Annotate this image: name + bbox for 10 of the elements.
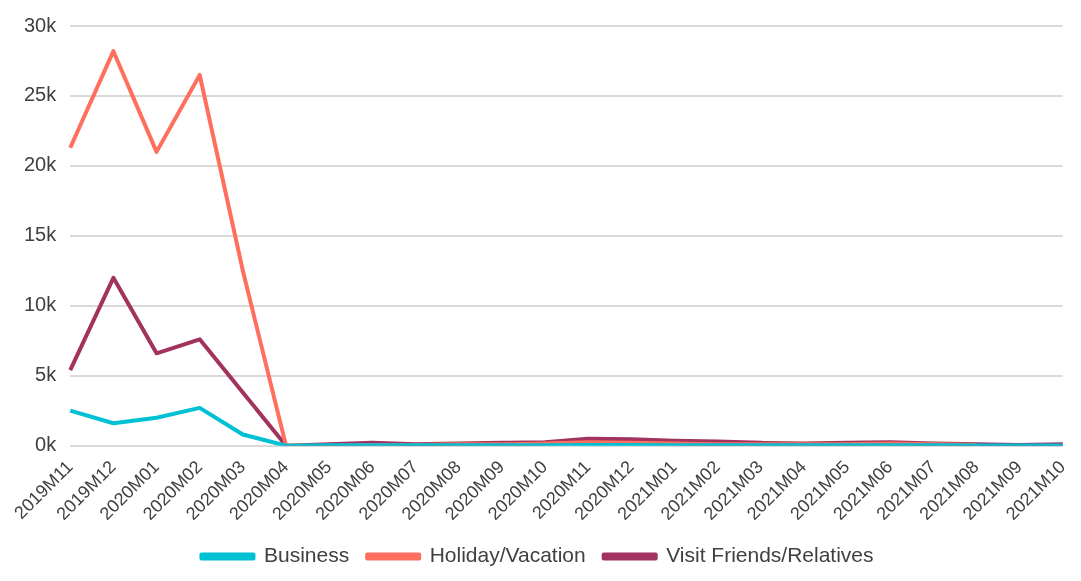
legend-label: Holiday/Vacation: [429, 543, 586, 567]
y-tick-label: 15k: [24, 223, 58, 246]
legend-label: Visit Friends/Relatives: [666, 543, 874, 567]
y-tick-label: 30k: [24, 13, 58, 36]
y-tick-label: 0k: [35, 433, 58, 456]
y-tick-label: 20k: [24, 153, 58, 176]
y-tick-label: 10k: [24, 293, 58, 316]
y-tick-label: 5k: [35, 363, 58, 386]
y-tick-label: 25k: [24, 83, 58, 106]
legend-label: Business: [263, 543, 350, 567]
